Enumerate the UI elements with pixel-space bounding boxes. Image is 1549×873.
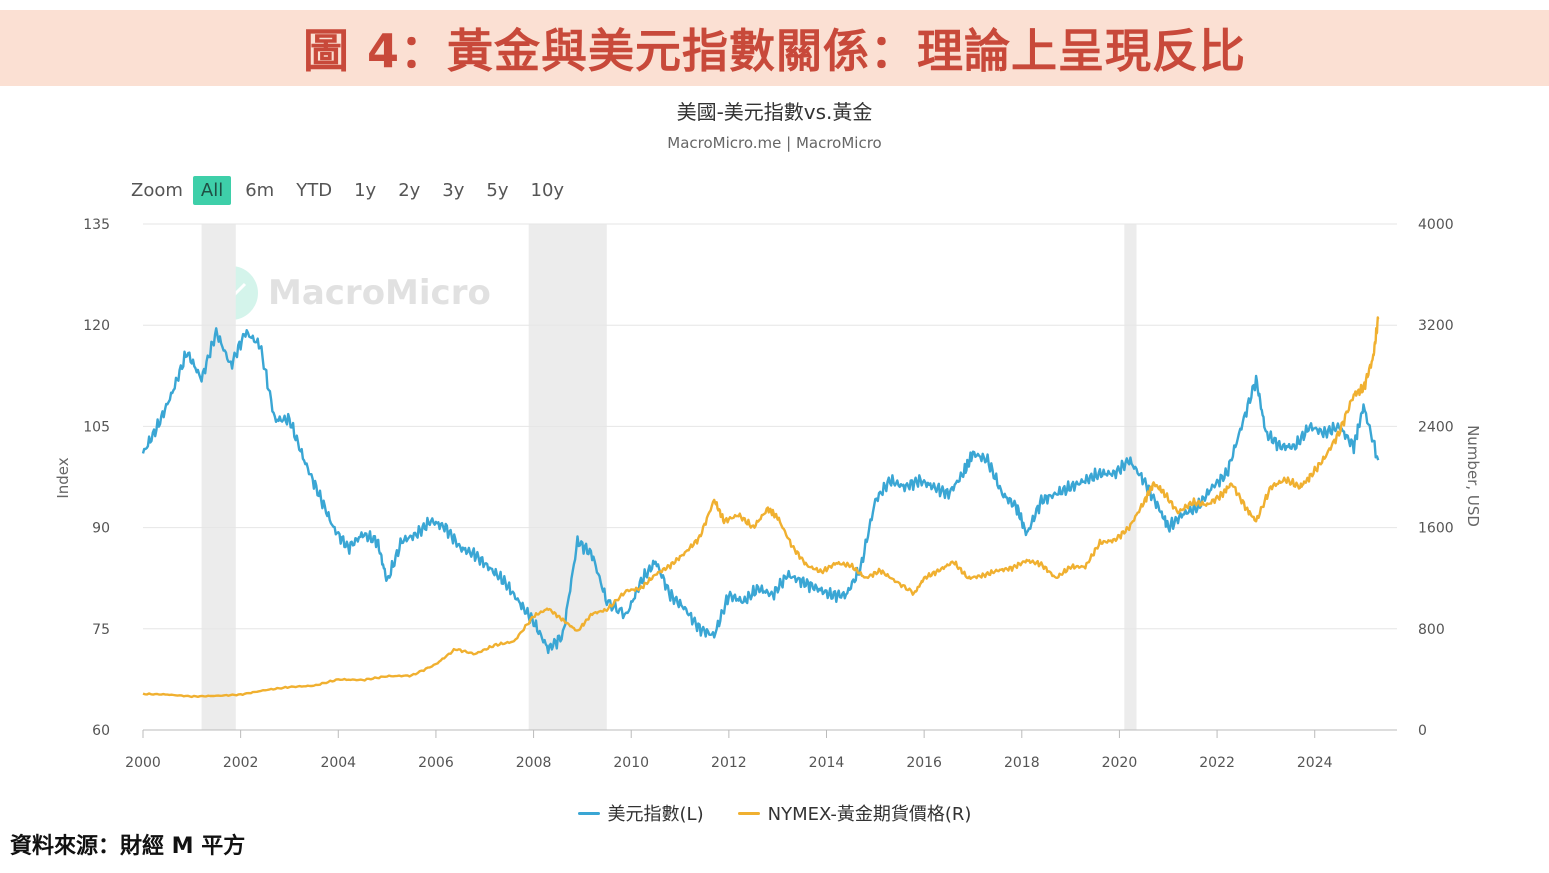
y-right-tick-label: 4000: [1418, 217, 1454, 233]
recession-band-0: [201, 224, 236, 730]
x-tick-label: 2002: [223, 755, 259, 771]
zoom-button-1y[interactable]: 1y: [354, 179, 377, 201]
zoom-button-all[interactable]: All: [192, 175, 232, 205]
title-banner: 圖 4：黃金與美元指數關係：理論上呈現反比: [0, 10, 1549, 86]
zoom-label: Zoom: [131, 179, 183, 201]
x-tick-label: 2008: [516, 755, 552, 771]
x-tick-label: 2012: [711, 755, 747, 771]
watermark-text: MacroMicro: [268, 273, 491, 313]
zoom-bar: Zoom All 6m YTD 1y 2y 3y 5y 10y: [131, 174, 578, 206]
recession-band-1: [528, 224, 607, 730]
zoom-button-5y[interactable]: 5y: [486, 179, 509, 201]
zoom-button-6m[interactable]: 6m: [245, 179, 275, 201]
series-line-gold: [142, 316, 1380, 699]
y-left-tick-label: 105: [83, 419, 110, 435]
y-left-tick-label: 135: [83, 217, 110, 233]
zoom-button-ytd[interactable]: YTD: [296, 179, 333, 201]
legend-label-dxy: 美元指數(L): [607, 804, 704, 825]
y-axis-right-title: Number, USD: [1464, 425, 1482, 527]
y-right-tick-label: 0: [1418, 723, 1427, 739]
y-left-tick-label: 60: [92, 723, 110, 739]
y-axis-left-title: Index: [54, 457, 72, 498]
zoom-button-10y[interactable]: 10y: [530, 179, 565, 201]
legend-item-dxy[interactable]: 美元指數(L): [577, 800, 704, 826]
legend: 美元指數(L) NYMEX-黃金期貨價格(R): [0, 800, 1549, 826]
x-tick-label: 2024: [1297, 755, 1333, 771]
chart-title: 美國-美元指數vs.黃金: [676, 100, 873, 124]
series-line-dxy: [141, 327, 1380, 655]
y-axis-right: 4000 3200 2400 1600 800 0: [1418, 217, 1454, 739]
x-tick-label: 2004: [320, 755, 356, 771]
y-left-tick-label: 75: [92, 622, 110, 638]
y-right-tick-label: 1600: [1418, 521, 1454, 537]
recession-bands: [201, 224, 1137, 730]
x-tick-label: 2014: [809, 755, 845, 771]
legend-swatch-gold: [737, 811, 760, 815]
y-left-tick-label: 90: [92, 521, 110, 537]
series-lines: [141, 316, 1380, 699]
y-right-tick-label: 2400: [1418, 419, 1454, 435]
y-axis-left: 135 120 105 90 75 60: [83, 217, 110, 739]
banner-title: 圖 4：黃金與美元指數關係：理論上呈現反比: [302, 24, 1247, 78]
x-tick-label: 2010: [613, 755, 649, 771]
y-right-tick-label: 3200: [1418, 318, 1454, 334]
legend-swatch-dxy: [577, 811, 600, 815]
x-tick-label: 2000: [125, 755, 161, 771]
source-note: 資料來源：財經 M 平方: [10, 834, 246, 859]
x-tick-label: 2022: [1199, 755, 1235, 771]
zoom-button-2y[interactable]: 2y: [398, 179, 421, 201]
recession-band-2: [1124, 224, 1137, 730]
gridlines: [143, 223, 1397, 731]
legend-item-gold[interactable]: NYMEX-黃金期貨價格(R): [737, 800, 972, 826]
chart-subtitle: MacroMicro.me | MacroMicro: [667, 134, 882, 152]
legend-label-gold: NYMEX-黃金期貨價格(R): [767, 804, 972, 825]
x-tick-label: 2016: [906, 755, 942, 771]
y-left-tick-label: 120: [83, 318, 110, 334]
dual-axis-line-chart: 2000 2002 2004 2006 2008 2010 2012 2014 2016 2018…: [54, 217, 1482, 771]
x-tick-label: 2006: [418, 755, 454, 771]
x-tick-label: 2020: [1102, 755, 1138, 771]
y-right-tick-label: 800: [1418, 622, 1445, 638]
x-axis: 2000 2002 2004 2006 2008 2010 2012 2014 2016 2018…: [125, 730, 1333, 771]
x-tick-label: 2018: [1004, 755, 1040, 771]
zoom-button-3y[interactable]: 3y: [442, 179, 465, 201]
